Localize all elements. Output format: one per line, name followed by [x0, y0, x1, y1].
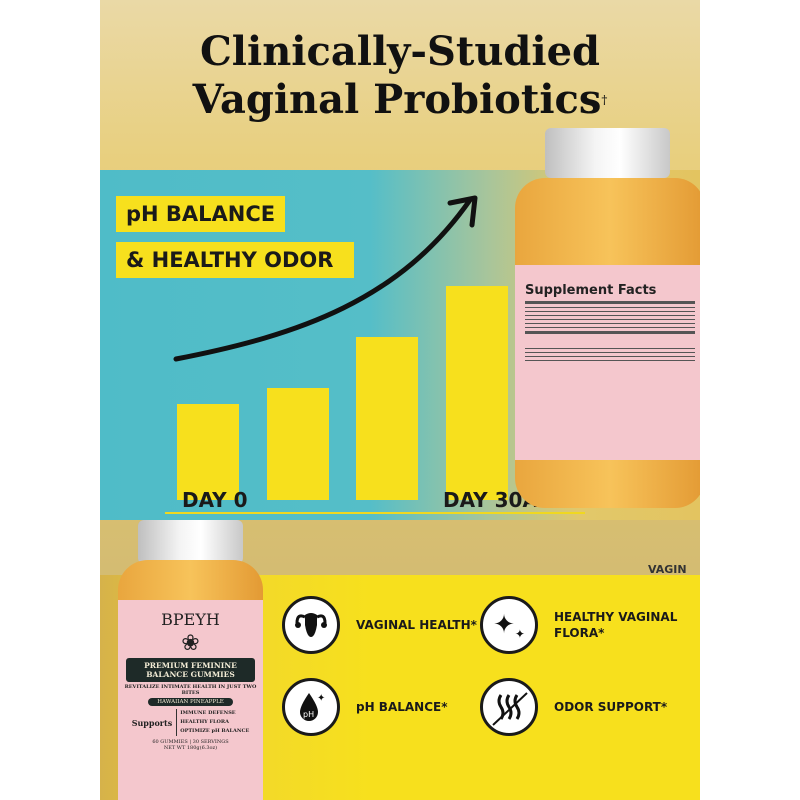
brand-name: BPEYH: [161, 610, 220, 629]
jar-cap: [545, 128, 670, 178]
support-item: IMMUNE DEFENSE: [180, 710, 236, 716]
svg-text:pH: pH: [303, 710, 314, 719]
tag-ph-balance: pH BALANCE: [116, 196, 286, 232]
svg-text:✦: ✦: [317, 693, 325, 704]
net-weight: NET WT 180g(6.3oz): [163, 745, 218, 751]
support-item: OPTIMIZE pH BALANCE: [180, 728, 250, 734]
supplement-facts-title: Supplement Facts: [525, 283, 657, 298]
feature-label: VAGINAL HEALTH*: [356, 618, 477, 632]
feature-label: pH BALANCE*: [356, 700, 448, 714]
chart-bar: [177, 404, 239, 500]
feature-label: HEALTHY VAGINAL FLORA*: [554, 610, 678, 640]
chart-bar: [356, 336, 418, 500]
trend-arrow-icon: [173, 195, 478, 362]
feature-odor-support: ODOR SUPPORT*: [480, 678, 667, 736]
rose-icon: ❀: [181, 631, 200, 656]
tag-healthy-odor: & HEALTHY ODOR: [116, 242, 354, 278]
support-item: HEALTHY FLORA: [180, 719, 229, 725]
no-odor-icon: [480, 678, 538, 736]
chart-bar: [266, 387, 329, 500]
headline-line-2: Vaginal Probiotics: [192, 76, 602, 123]
jar-cap: [138, 520, 243, 564]
uterus-icon: [282, 596, 340, 654]
product-name: PREMIUM FEMININE BALANCE GUMMIES: [126, 658, 255, 682]
ph-drop-icon: pH ✦: [282, 678, 340, 736]
supplement-facts-label: Supplement Facts: [515, 265, 700, 460]
tagline: REVITALIZE INTIMATE HEALTH IN JUST TWO B…: [124, 684, 257, 696]
headline: Clinically-Studied Vaginal Probiotics†: [100, 28, 700, 124]
supports-label: Supports: [131, 717, 173, 728]
chart-axis: [165, 512, 585, 514]
headline-line-1: Clinically-Studied: [199, 28, 601, 75]
sparkle-icon: ✦ ✦: [480, 596, 538, 654]
axis-label-day0: DAY 0: [182, 488, 248, 512]
feature-ph-balance: pH ✦ pH BALANCE*: [282, 678, 448, 736]
dagger-mark: †: [601, 93, 608, 107]
flavor: HAWAIIAN PINEAPPLE: [148, 698, 233, 706]
cut-off-text: VAGIN: [648, 563, 687, 576]
feature-healthy-flora: ✦ ✦ HEALTHY VAGINAL FLORA*: [480, 596, 684, 654]
product-label: BPEYH ❀ PREMIUM FEMININE BALANCE GUMMIES…: [118, 600, 263, 800]
feature-label: ODOR SUPPORT*: [554, 700, 668, 714]
serving-count: 60 GUMMIES | 30 SERVINGS: [152, 739, 229, 745]
feature-vaginal-health: VAGINAL HEALTH*: [282, 596, 477, 654]
chart-bar: [445, 285, 508, 500]
ad-canvas: Clinically-Studied Vaginal Probiotics† p…: [100, 0, 700, 800]
